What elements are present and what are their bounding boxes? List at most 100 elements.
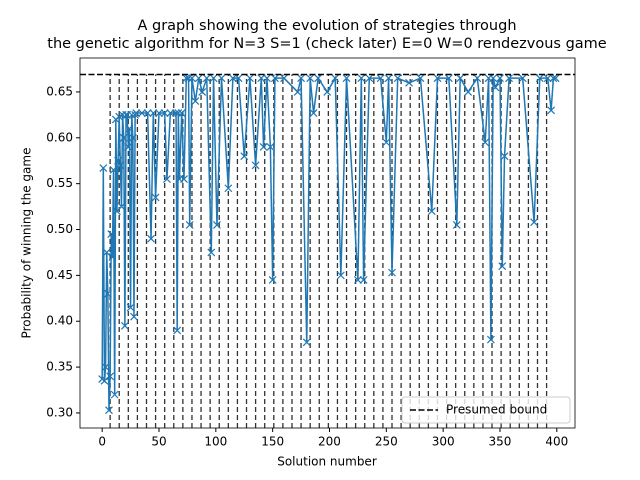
y-tick-label: 0.60 bbox=[46, 130, 73, 144]
point-marker bbox=[163, 175, 171, 183]
point-marker bbox=[359, 276, 368, 284]
point-marker bbox=[198, 88, 207, 96]
point-marker bbox=[99, 164, 108, 172]
point-marker bbox=[393, 74, 402, 83]
point-marker bbox=[116, 161, 125, 170]
point-marker bbox=[489, 74, 498, 83]
point-marker bbox=[114, 156, 123, 165]
point-marker bbox=[297, 74, 305, 83]
point-marker bbox=[127, 110, 136, 119]
plot-area bbox=[80, 73, 575, 428]
point-marker bbox=[444, 74, 453, 83]
x-tick-label: 300 bbox=[432, 435, 455, 449]
point-marker bbox=[209, 74, 218, 83]
point-marker bbox=[259, 143, 268, 151]
point-marker bbox=[266, 143, 275, 151]
legend-box bbox=[401, 396, 571, 424]
point-marker bbox=[213, 221, 221, 229]
point-marker bbox=[234, 74, 243, 83]
point-marker bbox=[120, 321, 129, 330]
point-marker bbox=[240, 152, 249, 161]
point-marker bbox=[365, 74, 374, 83]
point-marker bbox=[207, 248, 216, 257]
x-tick-label: 250 bbox=[375, 435, 398, 449]
chart-title: the genetic algorithm for N=3 S=1 (check… bbox=[47, 36, 607, 52]
y-tick-label: 0.30 bbox=[46, 405, 73, 419]
point-marker bbox=[119, 133, 128, 142]
point-marker bbox=[382, 138, 391, 147]
point-marker bbox=[106, 372, 115, 381]
point-marker bbox=[342, 74, 351, 83]
point-marker bbox=[149, 109, 158, 117]
point-marker bbox=[486, 335, 495, 344]
point-marker bbox=[100, 376, 109, 385]
point-marker bbox=[293, 88, 302, 96]
point-marker bbox=[174, 109, 183, 117]
y-tick-label: 0.35 bbox=[46, 360, 73, 374]
point-marker bbox=[202, 74, 211, 83]
x-tick-label: 200 bbox=[318, 435, 341, 449]
point-marker bbox=[456, 74, 465, 83]
x-tick-label: 400 bbox=[545, 435, 568, 449]
point-marker bbox=[138, 109, 146, 117]
point-marker bbox=[268, 276, 277, 284]
y-tick-label: 0.50 bbox=[46, 222, 73, 236]
y-tick-label: 0.55 bbox=[46, 176, 73, 190]
point-marker bbox=[101, 363, 110, 372]
point-marker bbox=[117, 202, 126, 211]
point-marker bbox=[314, 74, 323, 83]
point-marker bbox=[405, 78, 413, 87]
point-marker bbox=[155, 109, 163, 117]
point-marker bbox=[427, 207, 436, 216]
point-marker bbox=[143, 109, 152, 117]
point-marker bbox=[549, 74, 558, 83]
point-marker bbox=[109, 165, 118, 174]
point-marker bbox=[172, 109, 180, 117]
point-marker bbox=[452, 221, 461, 229]
point-marker bbox=[473, 74, 482, 83]
point-marker bbox=[481, 138, 490, 147]
point-marker bbox=[357, 74, 366, 83]
x-axis-label: Solution number bbox=[277, 455, 377, 469]
x-tick-label: 350 bbox=[489, 435, 512, 449]
point-marker bbox=[105, 406, 113, 415]
point-marker bbox=[173, 326, 182, 335]
point-marker bbox=[251, 161, 260, 170]
point-marker bbox=[464, 88, 473, 96]
point-marker bbox=[108, 253, 117, 261]
chart-title: A graph showing the evolution of strateg… bbox=[137, 18, 516, 34]
x-tick-label: 150 bbox=[261, 435, 284, 449]
point-marker bbox=[505, 74, 514, 83]
point-marker bbox=[110, 390, 119, 399]
y-tick-label: 0.65 bbox=[46, 84, 73, 98]
point-marker bbox=[224, 184, 233, 193]
point-marker bbox=[306, 74, 315, 83]
point-marker bbox=[194, 74, 203, 83]
point-marker bbox=[518, 74, 527, 83]
point-marker bbox=[126, 303, 135, 312]
axes-frame bbox=[79, 57, 576, 429]
point-marker bbox=[433, 74, 442, 83]
point-marker bbox=[416, 74, 425, 83]
point-marker bbox=[535, 74, 544, 83]
point-marker bbox=[130, 312, 138, 321]
point-marker bbox=[388, 268, 396, 277]
point-marker bbox=[103, 289, 112, 298]
point-marker bbox=[263, 74, 271, 83]
point-marker bbox=[530, 218, 539, 227]
point-marker bbox=[180, 175, 188, 183]
point-marker bbox=[543, 74, 552, 83]
point-marker bbox=[500, 152, 509, 161]
point-marker bbox=[547, 106, 556, 115]
point-marker bbox=[160, 109, 169, 117]
point-marker bbox=[122, 110, 130, 119]
x-tick-label: 100 bbox=[204, 435, 227, 449]
point-marker bbox=[246, 74, 254, 83]
point-marker bbox=[184, 74, 193, 83]
point-marker bbox=[217, 74, 226, 83]
point-marker bbox=[336, 271, 345, 280]
point-marker bbox=[331, 74, 340, 83]
point-marker bbox=[498, 262, 507, 271]
point-marker bbox=[353, 276, 362, 284]
point-marker bbox=[302, 338, 311, 347]
